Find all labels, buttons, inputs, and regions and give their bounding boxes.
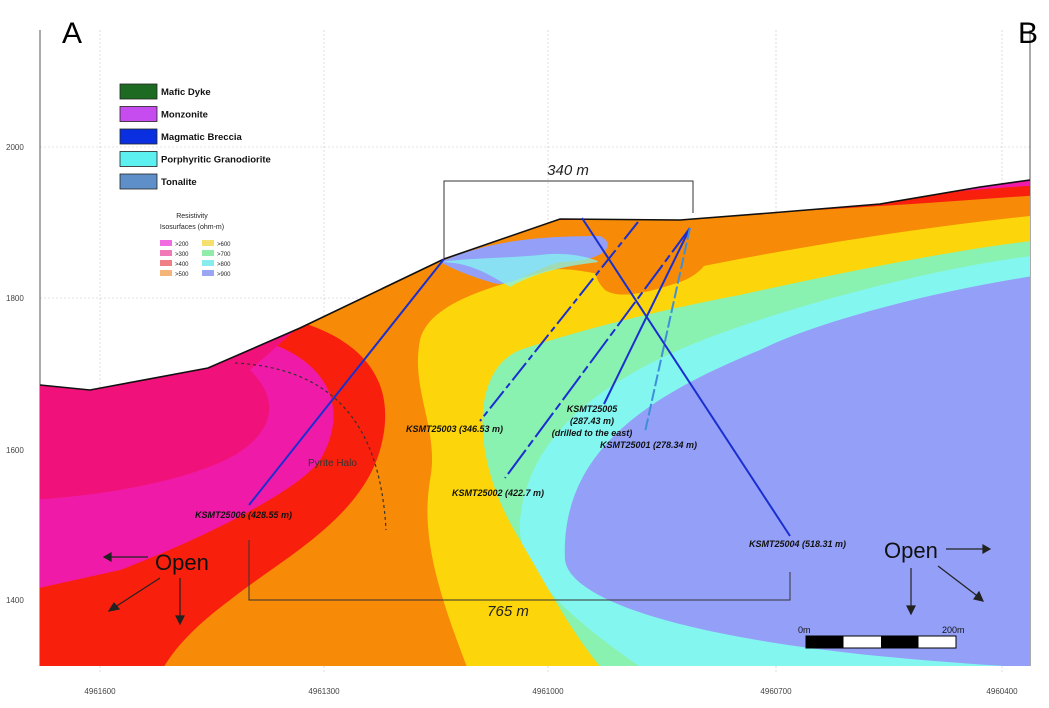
- top-width-label: 340 m: [547, 162, 589, 179]
- lithology-swatch: [119, 151, 158, 167]
- drillhole-trace-ksmt25001: [644, 227, 691, 433]
- elevation-tick-2000: 2000: [6, 143, 24, 152]
- drillhole-label-ksmt25005-line2: (287.43 m): [570, 416, 614, 426]
- resistivity-label: >700: [217, 252, 231, 258]
- easting-tick-2: 4961300: [308, 687, 340, 696]
- resistivity-subtitle: Isosurfaces (ohm-m): [160, 224, 224, 231]
- resistivity-swatch: [202, 240, 214, 246]
- drillhole-trace-ksmt25006: [248, 258, 445, 506]
- pyrite-halo-arc: [234, 362, 387, 531]
- lithology-swatch: [119, 106, 158, 122]
- easting-tick-5: 4960400: [986, 687, 1018, 696]
- lithology-label: Monzonite: [161, 110, 208, 121]
- resistivity-label: >200: [175, 242, 189, 248]
- open-label-left: Open: [155, 550, 209, 575]
- drillhole-label-ksmt25005-line3: (drilled to the east): [552, 428, 633, 438]
- drillhole-label-ksmt25002: KSMT25002 (422.7 m): [452, 488, 544, 498]
- elevation-tick-1400: 1400: [6, 596, 24, 605]
- lithology-legend: Mafic Dyke Monzonite Magmatic Breccia Porph…: [119, 83, 271, 190]
- lithology-label: Magmatic Breccia: [161, 132, 243, 143]
- elevation-tick-1800: 1800: [6, 294, 24, 303]
- section-start-label: A: [62, 17, 82, 50]
- scale-bar: [805, 635, 957, 649]
- resistivity-label: >900: [217, 272, 231, 278]
- resistivity-swatch: [160, 260, 172, 266]
- resistivity-swatch: [160, 270, 172, 276]
- section-end-label: B: [1018, 17, 1038, 50]
- resistivity-legend: Resistivity Isosurfaces (ohm-m) >200 >300 >4…: [160, 213, 231, 278]
- drillhole-trace-ksmt25003: [479, 221, 639, 422]
- lithology-label: Porphyritic Granodiorite: [161, 155, 271, 166]
- drillhole-trace-ksmt25004: [581, 217, 791, 537]
- easting-tick-3: 4961000: [532, 687, 564, 696]
- resistivity-swatch: [202, 260, 214, 266]
- lithology-swatch: [119, 128, 158, 145]
- bottom-width-label: 765 m: [487, 603, 529, 620]
- bottom-width-bracket: [248, 540, 791, 601]
- easting-tick-4: 4960700: [760, 687, 792, 696]
- drillhole-label-ksmt25001: KSMT25001 (278.34 m): [600, 440, 697, 450]
- resistivity-label: >600: [217, 242, 231, 248]
- lithology-label: Tonalite: [161, 177, 197, 188]
- resistivity-swatch: [202, 270, 214, 276]
- topography-line: [39, 179, 1031, 391]
- drillhole-label-ksmt25006: KSMT25006 (428.55 m): [195, 510, 292, 520]
- resistivity-label: >500: [175, 272, 189, 278]
- resistivity-swatch: [160, 250, 172, 256]
- resistivity-label: >400: [175, 262, 189, 268]
- resistivity-title: Resistivity: [176, 213, 208, 220]
- pyrite-halo-label: Pyrite Halo: [308, 458, 357, 469]
- lithology-swatch: [119, 83, 158, 100]
- body-cyan-rim: [440, 253, 600, 287]
- drillhole-label-ksmt25003: KSMT25003 (346.53 m): [406, 424, 503, 434]
- resistivity-swatch: [202, 250, 214, 256]
- resistivity-label: >300: [175, 252, 189, 258]
- drillhole-trace-ksmt25002: [504, 227, 691, 479]
- scale-bar-end-label: 200m: [942, 625, 965, 635]
- resistivity-swatch: [160, 240, 172, 246]
- top-width-bracket: [443, 180, 694, 258]
- open-arrows: [102, 543, 992, 626]
- elevation-tick-1600: 1600: [6, 446, 24, 455]
- drillholes: [248, 217, 791, 537]
- open-label-right: Open: [884, 538, 938, 563]
- easting-tick-1: 4961600: [84, 687, 116, 696]
- drillhole-label-ksmt25005-line1: KSMT25005: [567, 404, 619, 414]
- lithology-label: Mafic Dyke: [161, 87, 211, 98]
- scale-bar-start-label: 0m: [798, 625, 811, 635]
- drillhole-label-ksmt25004: KSMT25004 (518.31 m): [749, 539, 846, 549]
- lithology-swatch: [119, 173, 158, 190]
- resistivity-label: >800: [217, 262, 231, 268]
